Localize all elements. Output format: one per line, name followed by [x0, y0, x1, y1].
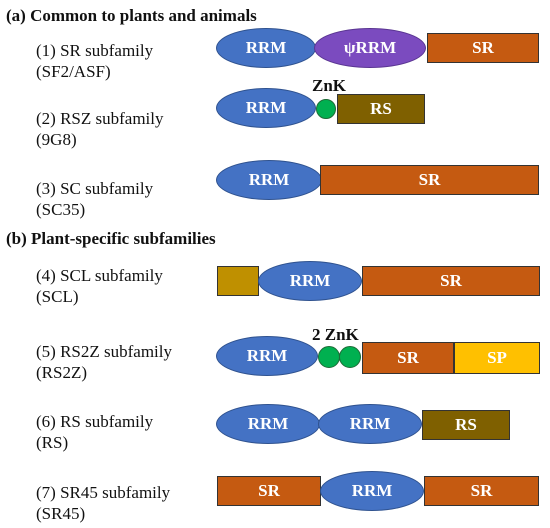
family-label-sc: (3) SC subfamily (SC35)	[36, 178, 153, 220]
family-name: (3) SC subfamily	[36, 179, 154, 198]
rrm-domain: RRM	[320, 471, 424, 511]
sr-domain: SR	[320, 165, 539, 195]
rrm-domain: RRM	[318, 404, 422, 444]
family-name: (6) RS subfamily	[36, 412, 154, 431]
rrm-domain: RRM	[216, 160, 322, 200]
rrm-domain: RRM	[216, 404, 320, 444]
sp-domain: SP	[454, 342, 540, 374]
family-example: (SCL)	[36, 287, 79, 306]
family-example: (RS2Z)	[36, 363, 87, 382]
scl-nterminal-domain	[217, 266, 259, 296]
family-label-rs: (6) RS subfamily (RS)	[36, 411, 153, 453]
zinc-knuckle-shape	[316, 99, 336, 119]
rrm-domain: RRM	[216, 88, 316, 128]
sr-domain: SR	[217, 476, 321, 506]
two-znk-label: 2 ZnK	[312, 325, 359, 344]
family-example: (SF2/ASF)	[36, 62, 111, 81]
family-label-rs2z: (5) RS2Z subfamily (RS2Z)	[36, 341, 172, 383]
family-example: (SC35)	[36, 200, 86, 219]
family-label-rsz: (2) RSZ subfamily (9G8)	[36, 108, 164, 150]
family-name: (1) SR subfamily	[36, 41, 154, 60]
family-name: (4) SCL subfamily	[36, 266, 163, 285]
sr-domain: SR	[362, 266, 540, 296]
family-name: (7) SR45 subfamily	[36, 483, 171, 502]
rrm-domain: RRM	[216, 336, 318, 376]
zinc-knuckle-shape	[339, 346, 361, 368]
section-b-title: (b) Plant-specific subfamilies	[6, 229, 216, 248]
family-name: (5) RS2Z subfamily	[36, 342, 172, 361]
rrm-domain: RRM	[216, 28, 316, 68]
znk-label: ZnK	[312, 76, 347, 95]
sr-domain: SR	[427, 33, 539, 63]
sr-domain: SR	[362, 342, 454, 374]
rrm-domain: RRM	[258, 261, 362, 301]
family-example: (RS)	[36, 433, 69, 452]
section-a-title: (a) Common to plants and animals	[6, 6, 257, 25]
sr-domain: SR	[424, 476, 539, 506]
family-example: (SR45)	[36, 504, 86, 523]
psi-rrm-domain: ψRRM	[314, 28, 426, 68]
family-example: (9G8)	[36, 130, 77, 149]
family-label-sr45: (7) SR45 subfamily (SR45)	[36, 482, 170, 524]
rs-domain: RS	[337, 94, 425, 124]
family-label-scl: (4) SCL subfamily (SCL)	[36, 265, 163, 307]
zinc-knuckle-shape	[318, 346, 340, 368]
family-label-sr: (1) SR subfamily (SF2/ASF)	[36, 40, 153, 82]
rs-domain: RS	[422, 410, 510, 440]
family-name: (2) RSZ subfamily	[36, 109, 164, 128]
